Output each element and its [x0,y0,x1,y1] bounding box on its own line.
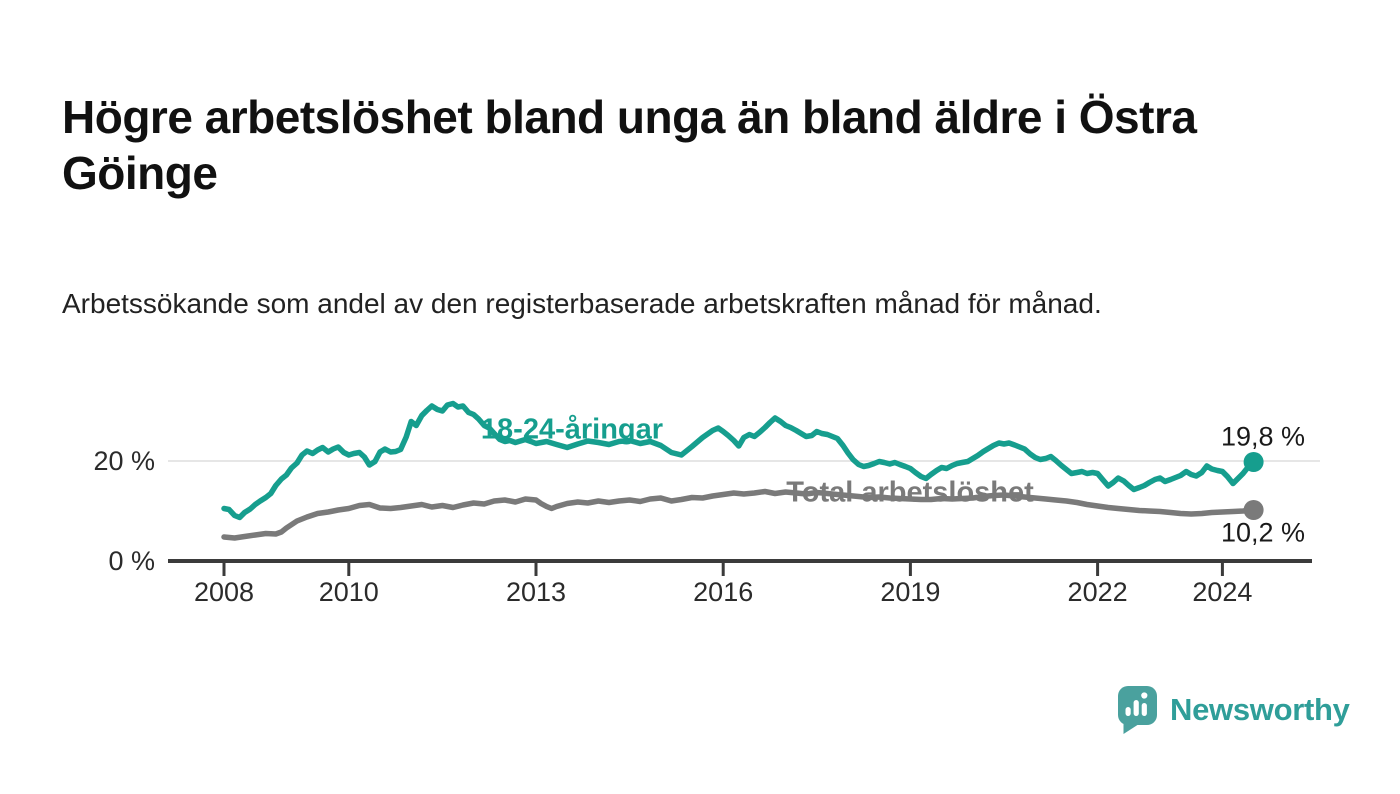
series-end-dot-total [1243,500,1264,520]
bar-small-icon [1125,707,1131,716]
end-value-youth: 19,8 % [1220,421,1306,452]
page-subtitle: Arbetssökande som andel av den registerb… [62,288,1102,319]
series-line-youth [221,400,1257,521]
x-axis-label: 2010 [319,577,379,607]
x-axis-label: 2016 [693,577,753,607]
page-title: Högre arbetslöshet bland unga än bland ä… [62,90,1197,199]
x-axis-label: 2008 [194,577,254,607]
bar-tall-icon [1141,703,1147,716]
end-value-total: 10,2 % [1220,517,1306,548]
y-axis-label: 20 % [93,446,155,476]
x-axis-label: 2022 [1068,577,1128,607]
bar-medium-icon [1133,700,1139,716]
x-axis-label: 2013 [506,577,566,607]
series-label-total: Total arbetslöshet [786,476,1034,509]
newsworthy-logo-text: Newsworthy [1170,691,1350,727]
series-label-youth: 18-24-åringar [480,413,664,446]
bubble-tail [1123,720,1139,734]
newsworthy-bubble-chart-icon [1118,686,1157,734]
series-end-dot-youth [1243,452,1264,472]
y-axis-label: 0 % [108,546,155,576]
newsworthy-logo: Newsworthy [1115,684,1350,735]
x-axis-label: 2024 [1192,577,1252,607]
x-axis-label: 2019 [880,577,940,607]
series-line-total [221,488,1257,541]
exclamation-dot-icon [1141,692,1148,699]
